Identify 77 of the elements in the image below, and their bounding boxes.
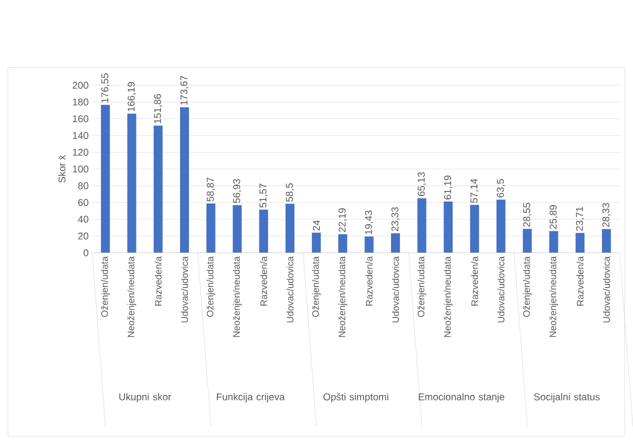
x-tick-label: Razveden/a — [154, 256, 162, 306]
x-tick-label: Neoženjen/neudata — [444, 256, 453, 337]
bar — [259, 210, 268, 253]
x-tick-label: Neoženjen/neudata — [127, 256, 136, 337]
x-tick-label: Oženjen/udata — [522, 256, 532, 317]
data-label: 176,55 — [101, 73, 110, 102]
bar — [602, 228, 611, 253]
x-tick-label: Udovac/udovica — [602, 256, 610, 322]
x-tick-label: Neoženjen/neudata — [338, 256, 348, 337]
data-label: 23,71 — [576, 206, 584, 231]
bar — [496, 200, 506, 253]
data-label: 63,5 — [496, 179, 506, 198]
data-label: 151,86 — [154, 94, 162, 124]
data-label: 61,19 — [444, 176, 452, 200]
text: Funkcija crijeva — [216, 393, 285, 402]
x-tick-label: Neoženjen/neudata — [549, 256, 558, 337]
data-label: 28,55 — [523, 202, 532, 227]
x-tick-label: Oženjen/udata — [206, 256, 216, 317]
bar — [576, 232, 585, 253]
data-label: 22,19 — [338, 208, 347, 232]
bar — [127, 114, 136, 253]
data-label: 58,5 — [286, 183, 294, 202]
x-tick-label: Udovac/udovica — [498, 256, 504, 322]
bar — [522, 228, 532, 253]
bar — [364, 236, 374, 253]
bar — [391, 233, 400, 253]
y-tick-label: 140 — [72, 132, 88, 139]
data-label: 51,57 — [260, 184, 268, 208]
x-tick-label: Udovac/udovica — [286, 256, 294, 322]
text: Socijalni status — [534, 393, 600, 402]
data-label: 166,19 — [128, 82, 136, 112]
x-tick-label: Razveden/a — [260, 256, 268, 306]
data-label: 19,43 — [365, 210, 374, 234]
text: Ukupni skor — [119, 393, 172, 402]
y-tick-label: 60 — [78, 198, 88, 206]
x-tick-label: Udovac/udovica — [392, 256, 399, 322]
bar — [444, 201, 453, 253]
y-tick-label: 20 — [78, 232, 88, 240]
bar — [206, 203, 216, 253]
data-label: 25,89 — [550, 205, 558, 229]
x-tick-label: Oženjen/udata — [417, 256, 426, 317]
x-tick-label: Oženjen/udata — [312, 256, 321, 317]
bar — [549, 231, 558, 253]
y-axis-title: Skor x̄ — [58, 155, 66, 182]
y-tick-label: 120 — [72, 148, 88, 156]
data-label: 24 — [312, 220, 320, 230]
data-label: 56,93 — [233, 179, 242, 203]
bar — [312, 232, 321, 253]
y-tick-label: 180 — [72, 98, 88, 106]
y-tick-label: 80 — [78, 182, 88, 190]
text: Opšti simptomi — [323, 393, 388, 402]
x-tick-label: Razveden/a — [366, 256, 373, 306]
data-label: 58,87 — [206, 178, 215, 202]
bar — [154, 126, 163, 253]
y-tick-label: 200 — [72, 82, 88, 89]
data-label: 57,14 — [470, 178, 479, 203]
x-tick-label: Neoženjen/neudata — [232, 256, 242, 337]
text: Emocionalno stanje — [418, 393, 504, 402]
bar — [470, 204, 480, 253]
bar — [338, 234, 348, 253]
x-tick-label: Oženjen/udata — [101, 256, 110, 317]
y-tick-label: 0 — [84, 249, 88, 256]
y-tick-label: 100 — [72, 165, 88, 172]
y-tick-label: 40 — [78, 216, 88, 223]
data-label: 173,67 — [180, 76, 189, 105]
bar — [100, 104, 110, 253]
bar — [286, 204, 294, 253]
x-tick-label: Razveden/a — [471, 256, 478, 306]
bar — [180, 107, 189, 253]
data-label: 23,33 — [391, 207, 400, 232]
bar — [232, 205, 242, 253]
bar — [417, 198, 426, 253]
data-label: 28,33 — [602, 203, 611, 227]
data-label: 65,13 — [418, 172, 426, 196]
y-tick-label: 160 — [72, 115, 88, 122]
x-tick-label: Udovac/udovica — [181, 256, 188, 322]
x-tick-label: Razveden/a — [576, 256, 584, 306]
